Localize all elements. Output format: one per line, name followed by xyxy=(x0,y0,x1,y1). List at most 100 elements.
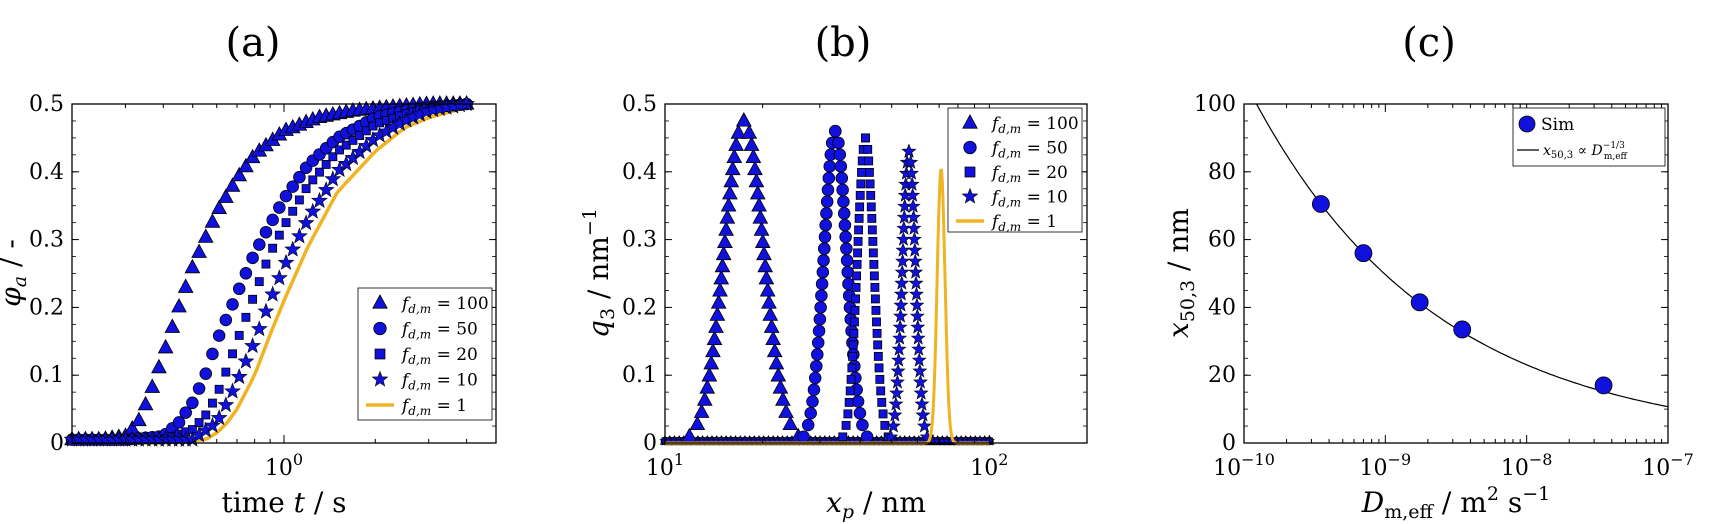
data-point-sim xyxy=(1354,244,1373,263)
data-point-star xyxy=(907,242,923,257)
data-point-triangle xyxy=(131,411,147,427)
legend-marker-square xyxy=(374,348,386,360)
data-point-star xyxy=(210,409,228,426)
data-point-star xyxy=(889,385,905,400)
data-point-circle xyxy=(816,265,830,279)
data-point-circle xyxy=(797,430,810,444)
data-point-triangle xyxy=(681,427,698,443)
data-point-triangle xyxy=(701,367,718,382)
data-point-circle xyxy=(186,396,199,410)
data-point-circle xyxy=(841,265,855,279)
data-point-square xyxy=(868,236,878,246)
data-point-square xyxy=(228,349,237,359)
data-point-square xyxy=(874,363,884,373)
data-point-circle xyxy=(818,242,831,255)
data-point-square xyxy=(838,432,848,442)
data-point-star xyxy=(244,337,262,354)
panel-b-title: (b) xyxy=(815,20,872,66)
data-point-star xyxy=(270,269,288,286)
data-point-triangle xyxy=(745,148,762,163)
data-point-triangle xyxy=(703,354,720,370)
data-point-star xyxy=(904,165,919,180)
data-point-triangle xyxy=(723,172,740,188)
data-point-square xyxy=(866,190,876,200)
data-point-triangle xyxy=(768,354,785,370)
data-point-square xyxy=(856,179,866,189)
data-point-circle xyxy=(833,148,847,161)
data-point-circle xyxy=(860,430,874,444)
data-point-triangle xyxy=(224,177,241,192)
data-point-square xyxy=(248,294,258,304)
data-point-triangle xyxy=(211,199,228,215)
data-point-square xyxy=(872,328,882,338)
data-point-triangle xyxy=(722,184,738,200)
data-point-square xyxy=(241,312,251,322)
data-point-circle xyxy=(293,170,306,184)
data-point-circle xyxy=(179,406,192,419)
data-point-star xyxy=(888,396,904,411)
data-point-star xyxy=(284,240,302,257)
data-point-star xyxy=(889,374,905,389)
data-point-square xyxy=(315,167,324,177)
data-point-circle xyxy=(835,171,849,185)
data-point-triangle xyxy=(712,282,728,297)
data-point-triangle xyxy=(699,379,716,394)
y-tick-label: 80 xyxy=(1208,160,1236,185)
y-tick-label: 0.2 xyxy=(29,295,64,320)
legend-marker-star xyxy=(961,187,979,204)
data-point-circle xyxy=(253,238,266,251)
data-point-star xyxy=(908,264,924,279)
legend-label: fd,m = 10 xyxy=(400,371,478,393)
data-point-square xyxy=(853,248,863,258)
data-point-square xyxy=(868,248,878,258)
data-point-square xyxy=(308,175,318,185)
data-point-triangle xyxy=(696,391,713,406)
data-point-square xyxy=(841,420,851,430)
data-point-star xyxy=(908,286,924,301)
data-point-square xyxy=(861,133,870,143)
data-point-star xyxy=(887,407,903,422)
data-point-square xyxy=(863,144,873,154)
legend-box xyxy=(1512,107,1666,167)
data-point-star xyxy=(230,368,248,385)
data-point-star xyxy=(904,176,920,191)
data-point-triangle xyxy=(772,379,789,394)
data-point-square xyxy=(869,259,879,269)
data-point-star xyxy=(912,374,928,389)
data-point-square xyxy=(875,374,885,384)
data-point-square xyxy=(844,397,854,407)
data-point-star xyxy=(892,330,908,345)
data-point-triangle xyxy=(171,297,187,313)
data-point-triangle xyxy=(719,209,736,224)
y-tick-label: 0.3 xyxy=(622,228,657,253)
data-point-square xyxy=(854,213,864,223)
panel-b-ylabel: q3 / nm−1 xyxy=(579,208,619,338)
data-point-square xyxy=(853,236,863,246)
data-point-circle xyxy=(807,383,821,396)
data-point-sim xyxy=(1410,293,1429,312)
data-point-circle xyxy=(219,313,233,327)
data-point-triangle xyxy=(164,318,181,333)
data-point-circle xyxy=(837,195,850,208)
x-tick-label: 102 xyxy=(970,450,1008,481)
data-point-triangle xyxy=(757,257,774,273)
panel-a-xlabel: time t / s xyxy=(221,486,346,519)
data-point-triangle xyxy=(144,378,161,393)
data-point-square xyxy=(880,420,890,430)
data-point-circle xyxy=(812,324,826,338)
data-point-square xyxy=(850,305,860,315)
data-point-star xyxy=(905,187,921,202)
data-point-sim xyxy=(1453,320,1472,339)
data-point-circle xyxy=(838,218,852,232)
data-point-triangle xyxy=(238,157,254,173)
data-point-star xyxy=(915,407,931,422)
data-point-circle xyxy=(259,225,273,239)
data-point-triangle xyxy=(157,338,174,354)
data-point-square xyxy=(867,213,877,223)
legend-label: fd,m = 20 xyxy=(400,345,478,367)
data-point-circle xyxy=(806,395,819,408)
panel-a-title: (a) xyxy=(225,20,280,66)
panel-a-legend: fd,m = 100 fd,m = 50 fd,m = 20 fd,m = 10 fd,… xyxy=(357,287,493,421)
data-point-circle xyxy=(811,348,824,361)
